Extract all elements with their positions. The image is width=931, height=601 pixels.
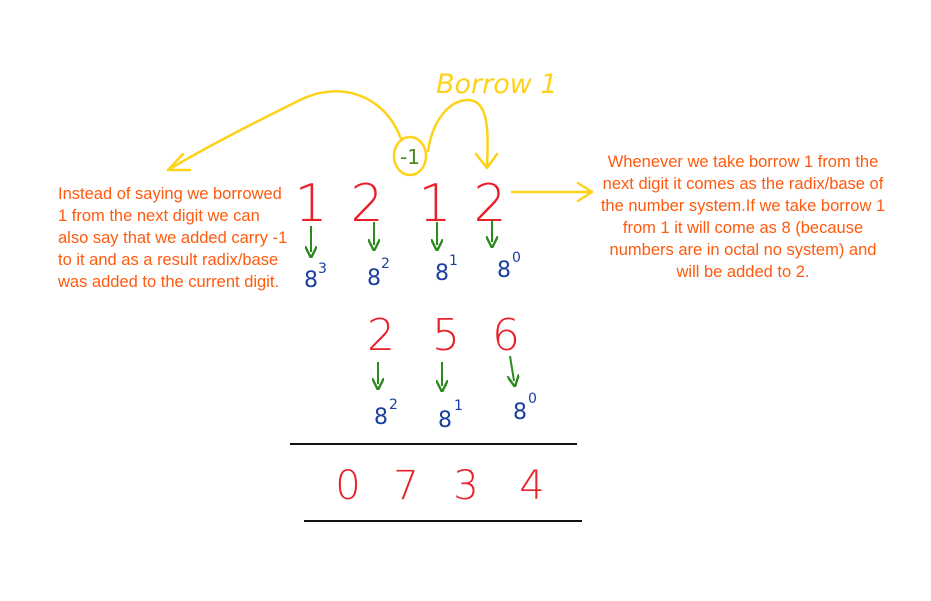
weight-base: 8 (374, 405, 388, 430)
down-arrow (510, 355, 514, 381)
minuend-digit: 2 (473, 174, 506, 234)
subtrahend-digit: 6 (492, 310, 520, 361)
weight-exponent: 2 (389, 397, 398, 413)
subtrahend-digit: 2 (367, 310, 395, 361)
weight-exponent: 2 (381, 256, 390, 272)
weight-base: 8 (367, 266, 381, 291)
minuend-weights: 8 3 8 2 8 1 8 0 (304, 250, 521, 293)
minuend-row: 1 2 1 2 (294, 174, 506, 234)
result-digit: 0 (335, 463, 360, 509)
subtrahend-digit: 5 (432, 310, 460, 361)
weight-base: 8 (304, 268, 318, 293)
note-arrow-right (510, 181, 594, 203)
weight-exponent: 3 (318, 261, 327, 277)
minuend-digit: 1 (418, 174, 451, 234)
weight-exponent: 1 (454, 398, 463, 414)
result-row: 0 7 3 4 (335, 463, 544, 509)
subtrahend-row: 2 5 6 (367, 310, 520, 361)
borrow-arrow-right-head (474, 152, 499, 170)
minuend-digit: 1 (294, 174, 327, 234)
weight-base: 8 (497, 258, 511, 283)
minuend-digit: 2 (350, 174, 383, 234)
subtrahend-arrows (378, 355, 514, 386)
weight-exponent: 0 (512, 250, 521, 266)
weight-base: 8 (513, 400, 527, 425)
right-explanation-note: Whenever we take borrow 1 from the next … (600, 153, 886, 281)
borrow-arrow-left-head (166, 152, 192, 172)
carry-label: -1 (400, 145, 420, 169)
subtrahend-weights: 8 2 8 1 8 0 (374, 391, 537, 433)
borrow-arrow-left (167, 90, 403, 172)
borrow-label: Borrow 1 (436, 69, 558, 100)
left-explanation-note: Instead of saying we borrowed 1 from the… (58, 185, 288, 291)
weight-base: 8 (438, 408, 452, 433)
weight-exponent: 0 (528, 391, 537, 407)
weight-exponent: 1 (449, 253, 458, 269)
minuend-arrows (311, 220, 492, 252)
borrow-annotation: Borrow 1 -1 (166, 69, 594, 203)
weight-base: 8 (435, 261, 449, 286)
result-digit: 3 (453, 463, 478, 509)
borrow-arrow-right (426, 98, 489, 169)
result-digit: 7 (393, 463, 418, 509)
result-digit: 4 (519, 463, 544, 509)
carry-circle (392, 135, 428, 177)
